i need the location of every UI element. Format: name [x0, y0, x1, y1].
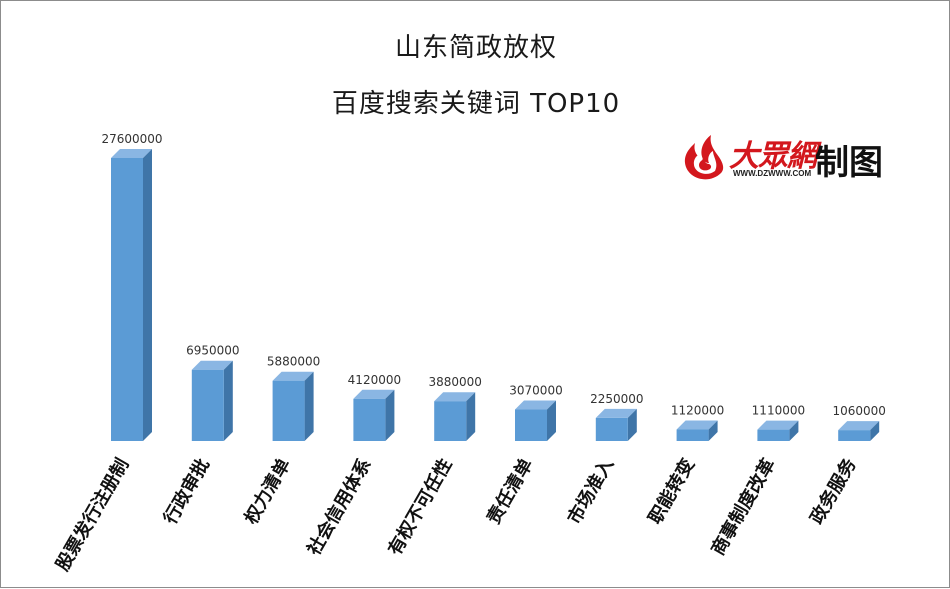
bar-group	[191, 360, 233, 441]
category-label: 政务服务	[805, 454, 861, 528]
bar-top	[676, 420, 718, 430]
bar-top	[272, 371, 314, 381]
bar-top	[434, 392, 476, 402]
bar	[676, 429, 709, 441]
bar-side	[789, 420, 799, 441]
bar	[353, 398, 386, 441]
bar-group	[757, 420, 799, 441]
bar-side	[304, 371, 314, 441]
dazhong-logo: 大眾網 WWW.DZWWW.COM 制图	[681, 129, 901, 189]
bar-group	[838, 421, 880, 441]
data-label: 4120000	[348, 373, 401, 387]
chart-title: 山东简政放权	[394, 33, 557, 63]
bar-group	[515, 400, 556, 441]
bar-top	[111, 149, 152, 158]
bar-top	[515, 400, 556, 410]
data-label: 5880000	[267, 355, 320, 369]
logo-brand: 大眾網	[729, 139, 817, 174]
category-label: 职能转变	[644, 455, 699, 528]
data-label: 3070000	[509, 384, 562, 398]
bar-side	[627, 408, 637, 441]
data-label: 2250000	[590, 392, 643, 406]
bar-group	[353, 389, 395, 441]
bar-side	[870, 421, 880, 441]
data-label: 1060000	[832, 404, 885, 418]
bar	[191, 369, 224, 441]
bar-top	[353, 389, 395, 399]
bar	[111, 158, 143, 441]
bar-side	[708, 420, 718, 441]
category-label: 有权不可任性	[383, 455, 456, 560]
bar-side	[547, 400, 556, 441]
bar-top	[838, 421, 880, 431]
bar-group	[272, 371, 314, 441]
category-label: 商事制度改革	[707, 455, 780, 560]
bar-group	[111, 149, 152, 441]
bar-group	[595, 408, 637, 441]
data-label: 6950000	[186, 344, 239, 358]
bar	[757, 429, 790, 441]
chart-subtitle: 百度搜索关键词 TOP10	[331, 89, 621, 119]
bar	[838, 430, 871, 441]
data-label: 1120000	[671, 404, 724, 418]
bar	[515, 409, 547, 441]
category-label: 责任清单	[482, 455, 537, 528]
data-label: 3880000	[428, 375, 481, 389]
data-label: 1110000	[752, 404, 805, 418]
category-label: 行政审批	[159, 455, 215, 529]
logo-suffix: 制图	[815, 143, 883, 183]
bar	[434, 401, 467, 441]
category-label: 社会信用体系	[303, 455, 376, 560]
logo-url: WWW.DZWWW.COM	[733, 169, 812, 178]
bar-side	[385, 389, 395, 441]
bar-side	[223, 360, 233, 441]
category-label: 权力清单	[239, 455, 295, 529]
data-label: 27600000	[101, 132, 162, 146]
category-label: 股票发行注册制	[51, 455, 134, 576]
bar-group	[434, 392, 476, 441]
bar-top	[757, 420, 799, 430]
bar-side	[466, 392, 476, 441]
bar	[595, 417, 628, 441]
bar-group	[676, 420, 718, 441]
bar-side	[143, 149, 152, 441]
bar-top	[595, 408, 637, 418]
bar	[272, 380, 305, 441]
bar-top	[191, 360, 233, 370]
category-label: 市场准入	[563, 455, 618, 528]
flame-logo-icon	[684, 135, 724, 180]
